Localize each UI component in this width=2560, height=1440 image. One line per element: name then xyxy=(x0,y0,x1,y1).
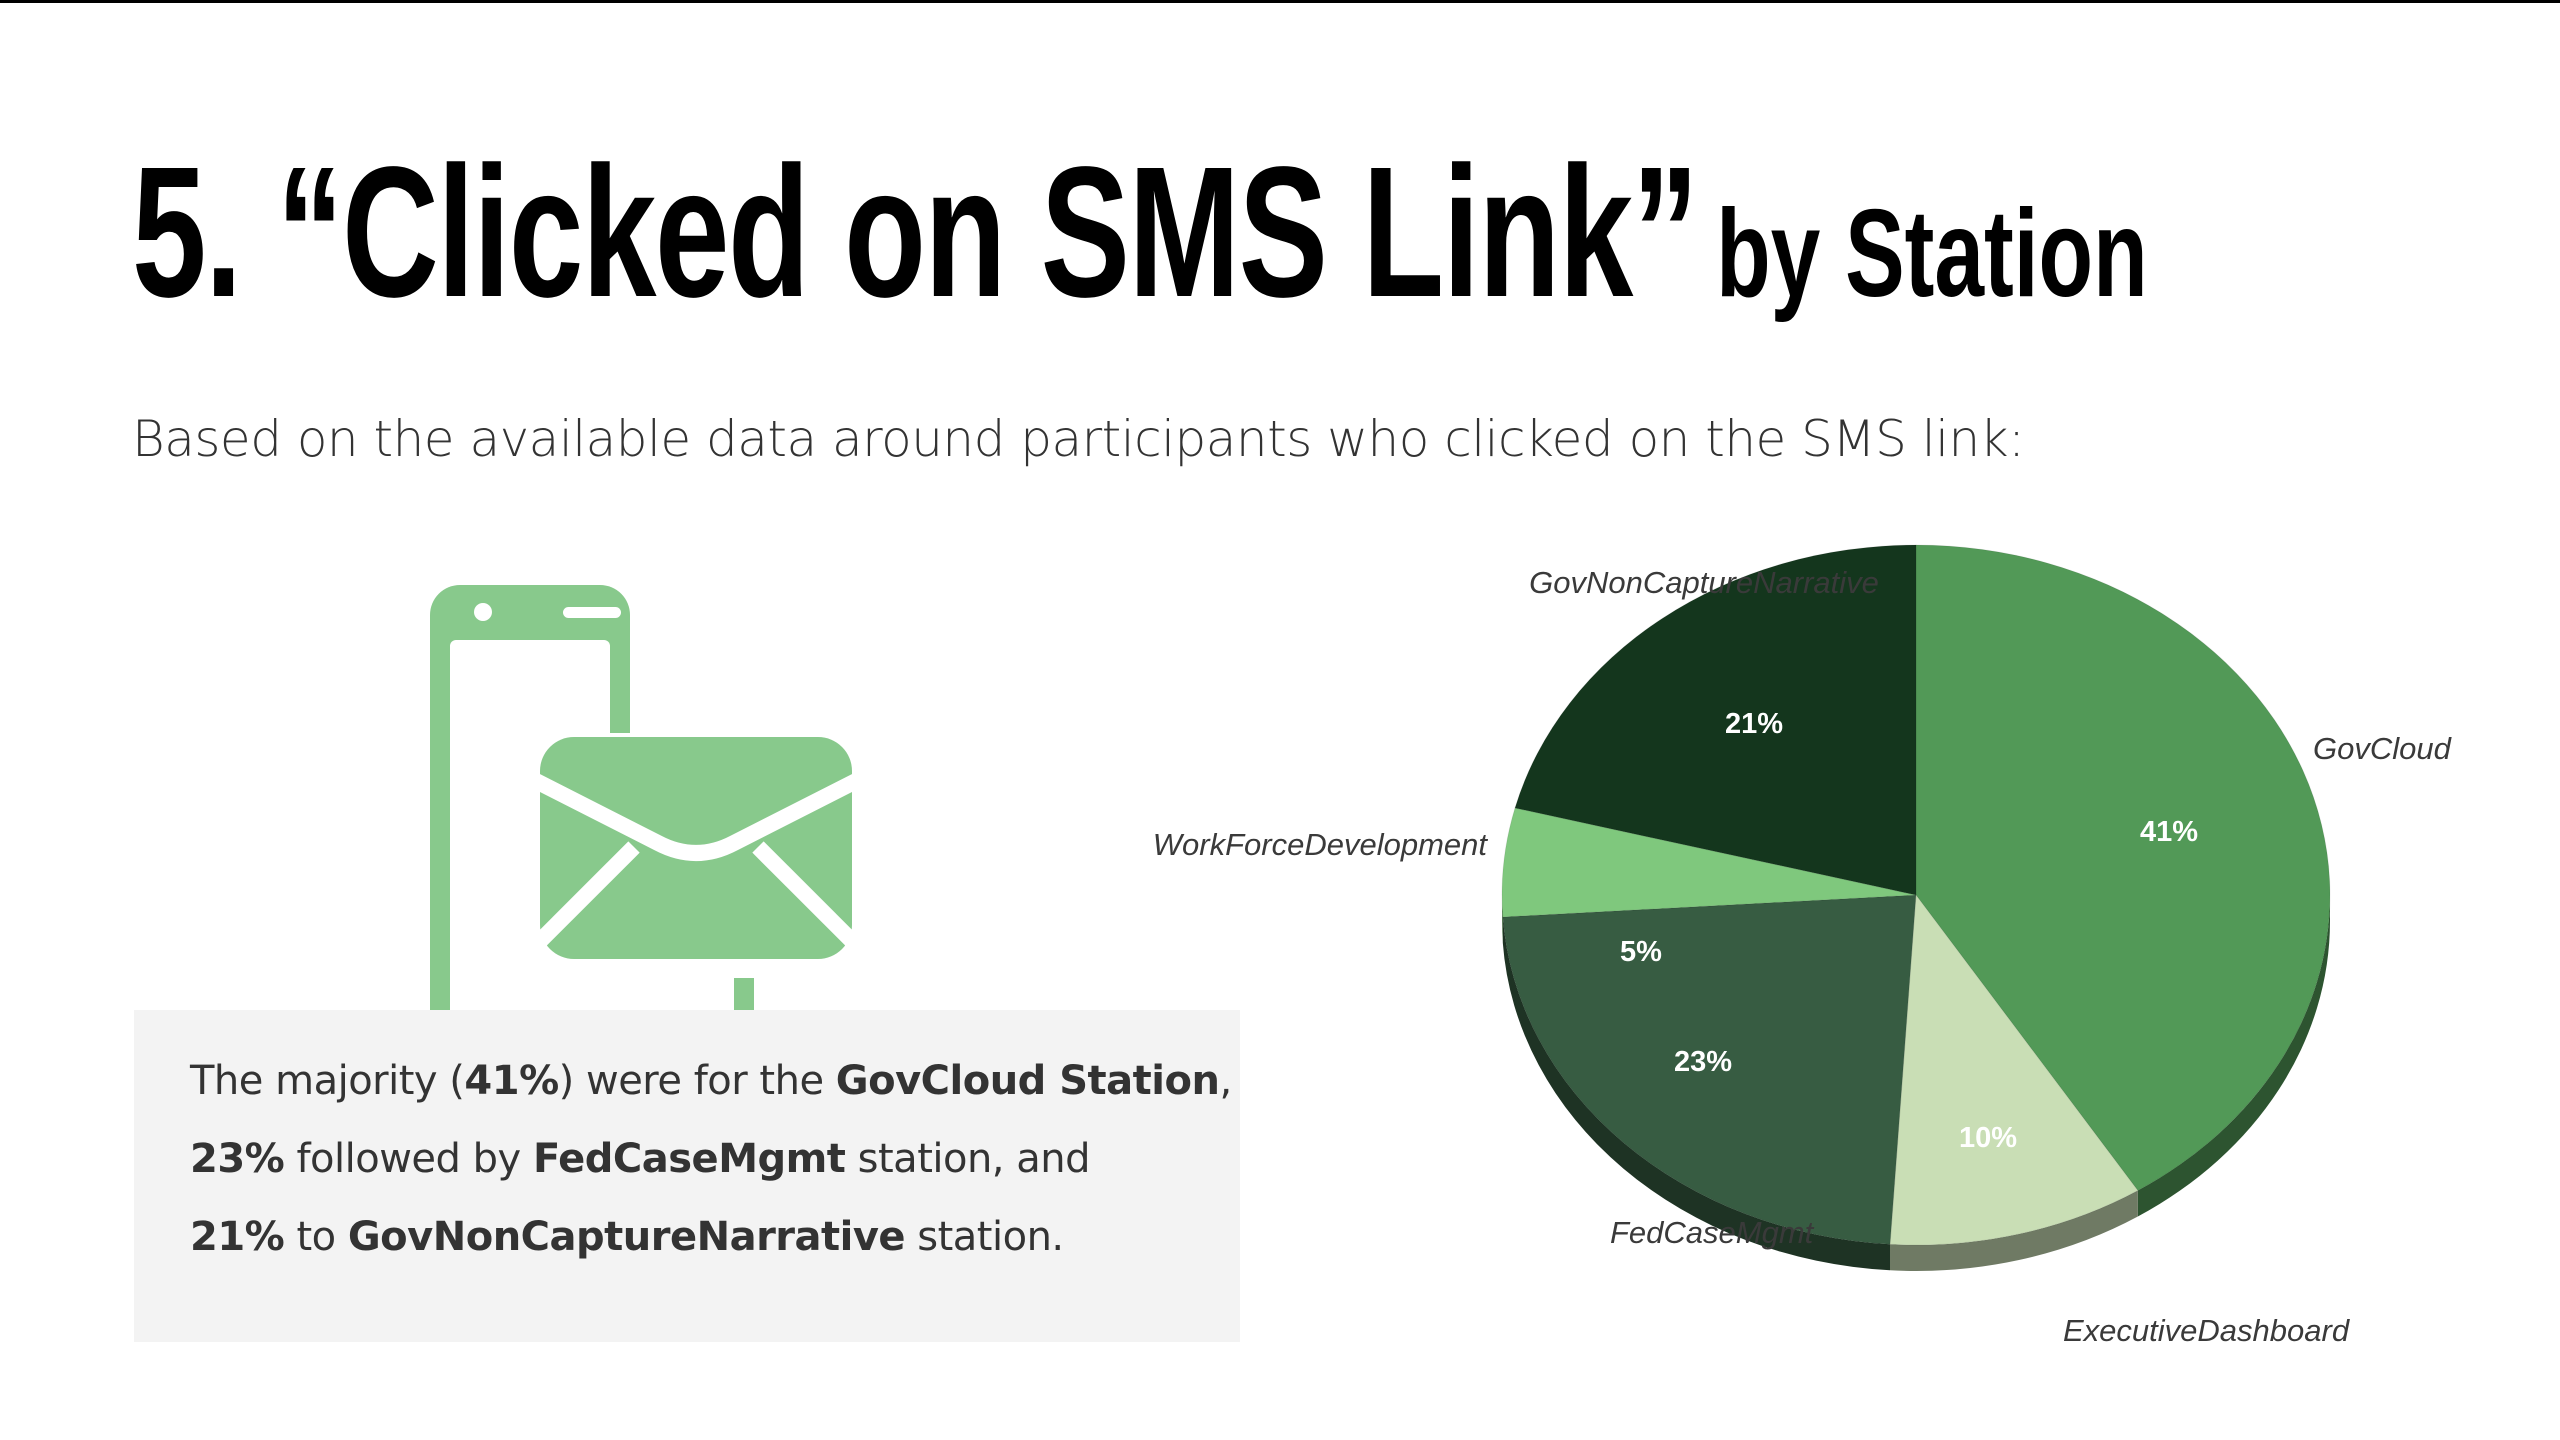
pie-slice-WorkForceDevelopment xyxy=(1501,807,1917,918)
pie-depth xyxy=(1502,895,2330,1271)
summary-line-3: 21% to GovNonCaptureNarrative station. xyxy=(190,1214,1064,1260)
envelope-icon xyxy=(528,733,864,1015)
pie-side-WorkForceDevelopment xyxy=(1502,895,1503,943)
pie-chart: 41% 10% 23% 5% 21% GovCloud ExecutiveDashboar… xyxy=(1153,544,2453,1348)
pie-side-ExecutiveDashboard xyxy=(1890,1190,2138,1271)
slide-title-suffix: by Station xyxy=(1716,185,2148,323)
pie-slice-GovCloud xyxy=(1915,544,2331,1192)
pie-data-label-WorkForceDevelopment: 5% xyxy=(1620,936,1662,968)
pie-category-label-WorkForceDevelopment: WorkForceDevelopment xyxy=(1153,827,1489,862)
pie-category-labels: GovCloud ExecutiveDashboard FedCaseMgmt Wor… xyxy=(1153,565,2453,1348)
summary-box: The majority (41%) were for the GovCloud… xyxy=(134,1010,1240,1342)
pie-slice-GovNonCaptureNarrative xyxy=(1514,544,1917,896)
pie-slices xyxy=(1501,544,2331,1246)
slide-title-main: 5. “Clicked on SMS Link” xyxy=(132,129,1699,336)
pie-data-label-GovNonCaptureNarrative: 21% xyxy=(1725,708,1783,740)
pie-slice-FedCaseMgmt xyxy=(1502,894,1917,1245)
pie-category-label-GovNonCaptureNarrative: GovNonCaptureNarrative xyxy=(1529,565,1879,600)
summary-line-1: The majority (41%) were for the GovCloud… xyxy=(190,1058,1232,1104)
pie-category-label-FedCaseMgmt: FedCaseMgmt xyxy=(1610,1215,1815,1250)
pie-data-label-FedCaseMgmt: 23% xyxy=(1674,1046,1732,1078)
pie-data-label-GovCloud: 41% xyxy=(2140,816,2198,848)
pie-data-label-ExecutiveDashboard: 10% xyxy=(1959,1122,2017,1154)
pie-side-FedCaseMgmt xyxy=(1502,916,1891,1271)
pie-slice-ExecutiveDashboard xyxy=(1889,893,2139,1246)
pie-category-label-ExecutiveDashboard: ExecutiveDashboard xyxy=(2063,1313,2351,1348)
slide-title: 5. “Clicked on SMS Link” by Station xyxy=(132,140,2148,326)
pie-data-labels: 41% 10% 23% 5% 21% xyxy=(1620,708,2198,1154)
summary-line-2: 23% followed by FedCaseMgmt station, and xyxy=(190,1136,1090,1182)
top-rule xyxy=(0,0,2560,3)
pie-side-GovCloud xyxy=(2137,895,2330,1217)
sms-phone-icon xyxy=(430,585,864,1015)
pie-category-label-GovCloud: GovCloud xyxy=(2313,731,2453,766)
slide-subtitle: Based on the available data around parti… xyxy=(132,410,2025,468)
